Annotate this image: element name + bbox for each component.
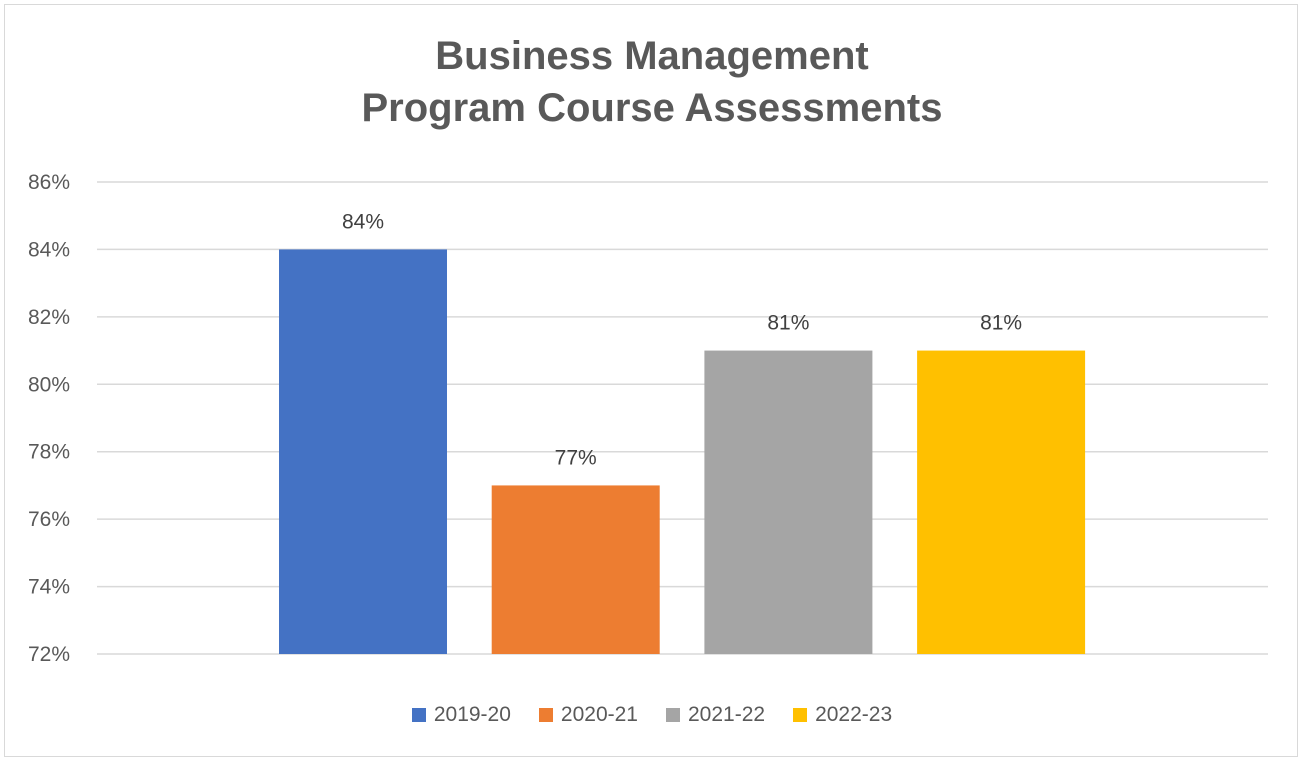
bar-2021-22: [704, 350, 873, 654]
y-tick-label: 86%: [28, 171, 70, 194]
data-label-2019-20: 84%: [342, 210, 384, 233]
y-tick-label: 84%: [28, 238, 70, 261]
bar-2019-20: [279, 249, 447, 654]
chart-title: Business Management Program Course Asses…: [0, 30, 1304, 134]
legend-label: 2022-23: [815, 703, 893, 726]
legend-item-2020-21: 2020-21: [538, 703, 638, 727]
y-tick-label: 82%: [28, 306, 70, 329]
legend-swatch: [666, 708, 680, 722]
legend-label: 2021-22: [688, 703, 766, 726]
data-label-2020-21: 77%: [555, 446, 597, 469]
data-label-2021-22: 81%: [767, 312, 809, 335]
chart-title-line-2: Program Course Assessments: [361, 86, 943, 130]
legend-label: 2020-21: [560, 703, 638, 726]
y-tick-label: 80%: [28, 373, 70, 396]
y-tick-label: 72%: [28, 643, 70, 666]
legend-swatch: [411, 708, 426, 722]
legend-label: 2019-20: [433, 703, 511, 726]
bar-2022-23: [917, 350, 1086, 654]
data-label-2022-23: 81%: [980, 312, 1022, 335]
legend-item-2022-23: 2022-23: [793, 703, 892, 727]
bar-2020-21: [491, 485, 660, 654]
y-tick-label: 76%: [28, 508, 70, 531]
legend-item-2021-22: 2021-22: [666, 703, 765, 727]
legend-swatch: [793, 708, 808, 722]
chart-title-line-1: Business Management: [435, 34, 869, 78]
y-tick-label: 78%: [28, 441, 70, 464]
y-tick-label: 74%: [28, 576, 70, 599]
legend-item-2019-20: 2019-20: [411, 703, 511, 727]
legend-swatch: [538, 708, 553, 722]
chart-legend: 2019-20 2020-21 2021-22 2022-23: [0, 703, 1304, 727]
